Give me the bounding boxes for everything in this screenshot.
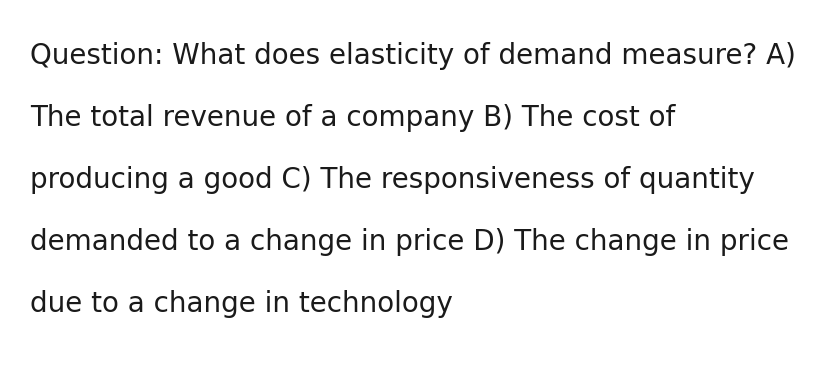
Text: due to a change in technology: due to a change in technology (30, 290, 453, 318)
Text: Question: What does elasticity of demand measure? A): Question: What does elasticity of demand… (30, 42, 796, 70)
Text: The total revenue of a company B) The cost of: The total revenue of a company B) The co… (30, 104, 676, 132)
Text: demanded to a change in price D) The change in price: demanded to a change in price D) The cha… (30, 228, 789, 256)
Text: producing a good C) The responsiveness of quantity: producing a good C) The responsiveness o… (30, 166, 755, 194)
